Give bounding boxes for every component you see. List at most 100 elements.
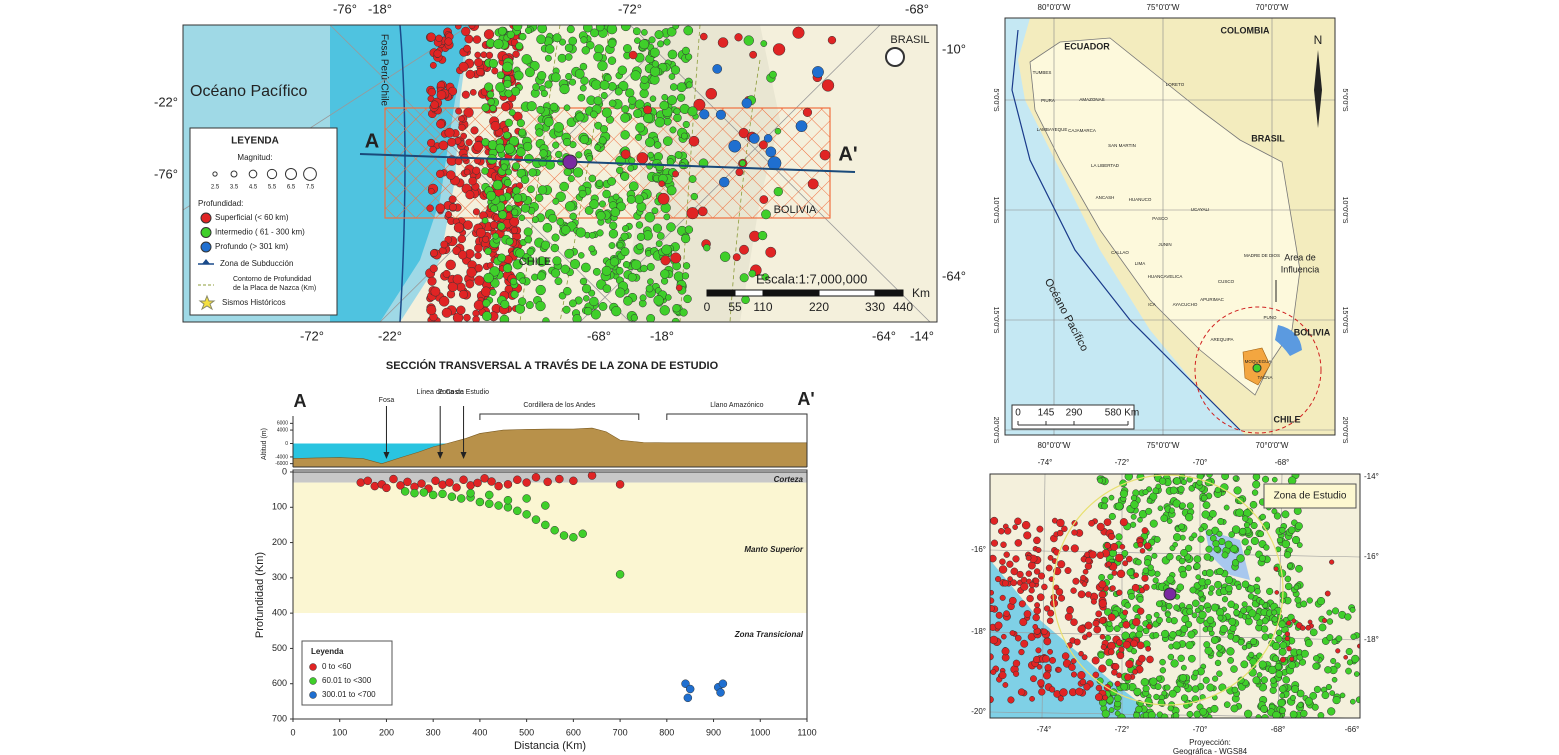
epicenter (1304, 639, 1313, 648)
epicenter (634, 194, 644, 205)
epicenter (990, 635, 998, 645)
epicenter (1057, 695, 1064, 702)
epicenter (1101, 709, 1110, 718)
projection-label: Geográfica - WGS84 (1173, 747, 1248, 755)
epicenter (1167, 653, 1175, 661)
epicenter (520, 175, 530, 184)
epicenter (588, 174, 597, 183)
epicenter (1028, 587, 1035, 594)
epicenter (665, 294, 672, 301)
epicenter (1041, 583, 1048, 591)
epicenter (1205, 545, 1213, 553)
epicenter (686, 207, 699, 220)
country-label: BOLIVIA (1294, 327, 1331, 337)
epicenter (455, 107, 462, 115)
hypocenter (419, 488, 429, 497)
zone-label: Zona Transicional (734, 630, 804, 639)
epicenter (1232, 475, 1239, 481)
epicenter (536, 105, 545, 114)
legend-label: de la Placa de Nazca (Km) (233, 285, 316, 292)
epicenter (1218, 538, 1226, 546)
epicenter (441, 307, 452, 318)
epicenter (1097, 651, 1105, 659)
epicenter (1105, 658, 1114, 667)
epicenter (524, 26, 532, 34)
epicenter (512, 50, 520, 58)
epicenter (1217, 614, 1224, 621)
epicenter (1278, 685, 1287, 693)
map-legend (189, 127, 338, 316)
magnitude-label: 5.5 (268, 185, 277, 191)
region-label: HUANCAVELICA (1148, 274, 1183, 279)
epicenter (1281, 510, 1290, 519)
epicenter (1014, 634, 1022, 642)
epicenter (1033, 606, 1042, 615)
epicenter (683, 294, 692, 304)
hypocenter (447, 492, 457, 501)
epicenter (666, 222, 676, 232)
lat-tick-label: 10°0'0"S (992, 197, 1000, 224)
epicenter (1240, 660, 1249, 669)
epicenter (1177, 485, 1185, 493)
epicenter (1128, 592, 1136, 600)
epicenter (651, 207, 659, 215)
epicenter (1271, 508, 1278, 515)
epicenter (589, 199, 599, 210)
epicenter (551, 72, 561, 83)
legend-label: Contorno de Profundidad (233, 276, 311, 283)
epicenter (559, 38, 567, 46)
epicenter (647, 151, 654, 159)
epicenter (1177, 654, 1185, 662)
epicenter (670, 65, 681, 75)
epicenter (598, 136, 607, 145)
epicenter (1106, 620, 1113, 627)
epicenter (672, 25, 680, 30)
epicenter (1332, 607, 1340, 615)
scale-segment (706, 289, 736, 297)
x-tick-label: 500 (519, 727, 534, 737)
epicenter (510, 290, 519, 299)
epicenter (623, 296, 633, 306)
magnitude-label: 6.5 (287, 185, 296, 191)
epicenter (1274, 590, 1280, 595)
scale-label: 580 Km (1105, 408, 1139, 419)
epicenter (1166, 552, 1174, 561)
epicenter (594, 144, 601, 151)
epicenter (1000, 541, 1007, 548)
epicenter (497, 222, 506, 231)
main-map-frame (182, 24, 938, 323)
epicenter (684, 225, 694, 234)
hypocenter (400, 487, 410, 496)
epicenter (458, 61, 469, 72)
epicenter (660, 277, 669, 285)
lon-tick-label: -72° (1115, 458, 1130, 467)
legend-symbol (200, 212, 212, 224)
epicenter (668, 73, 676, 80)
epicenter (748, 269, 757, 278)
epicenter (497, 26, 507, 36)
epicenter (1203, 641, 1211, 649)
region-label: AYACUCHO (1173, 302, 1198, 307)
epicenter (1025, 570, 1033, 577)
hypocenter (356, 478, 366, 487)
epicenter (1180, 694, 1189, 702)
y-tick-label: 200 (272, 537, 287, 547)
epicenter (667, 49, 678, 60)
epicenter (446, 170, 456, 180)
epicenter (1324, 590, 1331, 597)
hypocenter (480, 474, 489, 483)
epicenter (1271, 616, 1279, 623)
epicenter (1252, 676, 1261, 685)
epicenter (663, 117, 672, 126)
epicenter (1179, 502, 1186, 510)
epicenter (1272, 655, 1280, 663)
epicenter (582, 25, 593, 33)
epicenter (1185, 564, 1192, 572)
north-label: N (1314, 33, 1323, 47)
epicenter (1122, 620, 1131, 629)
epicenter (821, 79, 835, 92)
epicenter (536, 34, 546, 45)
epicenter (516, 147, 526, 157)
epicenter (1001, 647, 1010, 656)
legend-symbol (200, 241, 212, 253)
